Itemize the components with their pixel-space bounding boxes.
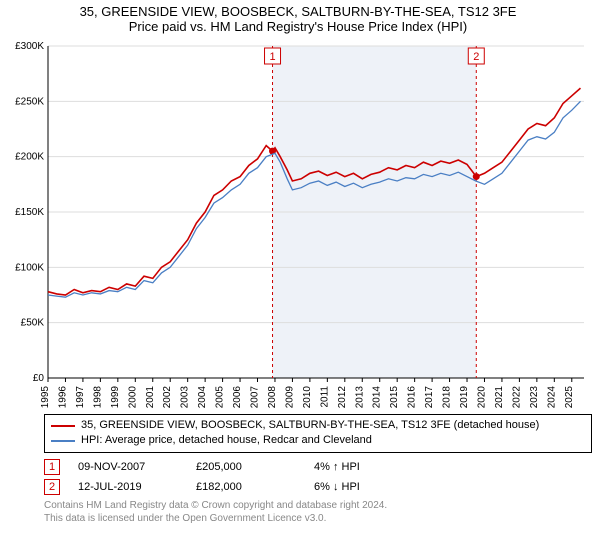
x-tick-label: 2022 [511, 386, 522, 408]
legend-label-property: 35, GREENSIDE VIEW, BOOSBECK, SALTBURN-B… [81, 418, 539, 433]
event-delta-1: 4% ↑ HPI [314, 461, 414, 473]
chart-svg: £0 £50K £100K £150K £200K £250K £300K 1995 1996 1… [4, 38, 592, 408]
x-tick-label: 2010 [302, 386, 313, 408]
footer-line-2: This data is licensed under the Open Gov… [44, 512, 592, 525]
x-tick-label: 2017 [424, 386, 435, 408]
y-tick-label: £150K [15, 207, 44, 218]
x-tick-label: 2006 [232, 386, 243, 408]
event-row-2: 2 12-JUL-2019 £182,000 6% ↓ HPI [44, 479, 592, 495]
x-tick-label: 2018 [442, 386, 453, 408]
legend-box: 35, GREENSIDE VIEW, BOOSBECK, SALTBURN-B… [44, 414, 592, 453]
x-tick-label: 2003 [180, 386, 191, 408]
legend-swatch-property [51, 425, 75, 427]
y-tick-label: £100K [15, 262, 44, 273]
x-tick-label: 1998 [92, 386, 103, 408]
x-tick-label: 2012 [337, 386, 348, 408]
event-date-2: 12-JUL-2019 [78, 481, 178, 493]
event-flag-label: 2 [473, 51, 479, 63]
legend-swatch-hpi [51, 440, 75, 442]
x-tick-label: 2008 [267, 386, 278, 408]
event-marker-1: 1 [44, 459, 60, 475]
event-date-1: 09-NOV-2007 [78, 461, 178, 473]
x-tick-label: 2013 [354, 386, 365, 408]
event-marker-2: 2 [44, 479, 60, 495]
x-tick-label: 2025 [564, 386, 575, 408]
y-tick-label: £50K [21, 318, 45, 329]
y-tick-label: £250K [15, 96, 44, 107]
footer-line-1: Contains HM Land Registry data © Crown c… [44, 499, 592, 512]
x-tick-label: 2005 [215, 386, 226, 408]
y-tick-label: £300K [15, 41, 44, 52]
x-tick-label: 2004 [197, 386, 208, 408]
x-tick-label: 2014 [372, 386, 383, 408]
x-tick-label: 2007 [250, 386, 261, 408]
x-tick-label: 2019 [459, 386, 470, 408]
x-tick-label: 2001 [145, 386, 156, 408]
event-row-1: 1 09-NOV-2007 £205,000 4% ↑ HPI [44, 459, 592, 475]
x-tick-label: 2016 [407, 386, 418, 408]
x-tick-label: 2020 [476, 386, 487, 408]
legend-row-property: 35, GREENSIDE VIEW, BOOSBECK, SALTBURN-B… [51, 418, 585, 433]
title-block: 35, GREENSIDE VIEW, BOOSBECK, SALTBURN-B… [4, 4, 592, 34]
chart-area: £0 £50K £100K £150K £200K £250K £300K 1995 1996 1… [4, 38, 592, 408]
x-tick-label: 1995 [40, 386, 51, 408]
events-table: 1 09-NOV-2007 £205,000 4% ↑ HPI 2 12-JUL… [44, 459, 592, 495]
event-delta-2: 6% ↓ HPI [314, 481, 414, 493]
title-line-2: Price paid vs. HM Land Registry's House … [4, 19, 592, 34]
legend-row-hpi: HPI: Average price, detached house, Redc… [51, 433, 585, 448]
x-tick-label: 2015 [389, 386, 400, 408]
x-tick-label: 2002 [162, 386, 173, 408]
x-tick-label: 2021 [494, 386, 505, 408]
event-price-2: £182,000 [196, 481, 296, 493]
x-tick-label: 2011 [319, 386, 330, 408]
x-tick-label: 2000 [127, 386, 138, 408]
x-tick-label: 2023 [529, 386, 540, 408]
event-flag-label: 1 [269, 51, 275, 63]
x-tick-label: 2024 [546, 386, 557, 408]
x-tick-label: 1996 [57, 386, 68, 408]
y-tick-label: £200K [15, 152, 44, 163]
x-tick-label: 1997 [75, 386, 86, 408]
y-tick-label: £0 [33, 373, 45, 384]
footer-attribution: Contains HM Land Registry data © Crown c… [44, 499, 592, 525]
chart-container: 35, GREENSIDE VIEW, BOOSBECK, SALTBURN-B… [0, 0, 600, 560]
event-price-1: £205,000 [196, 461, 296, 473]
x-tick-label: 1999 [110, 386, 121, 408]
legend-label-hpi: HPI: Average price, detached house, Redc… [81, 433, 372, 448]
title-line-1: 35, GREENSIDE VIEW, BOOSBECK, SALTBURN-B… [4, 4, 592, 19]
x-tick-label: 2009 [284, 386, 295, 408]
